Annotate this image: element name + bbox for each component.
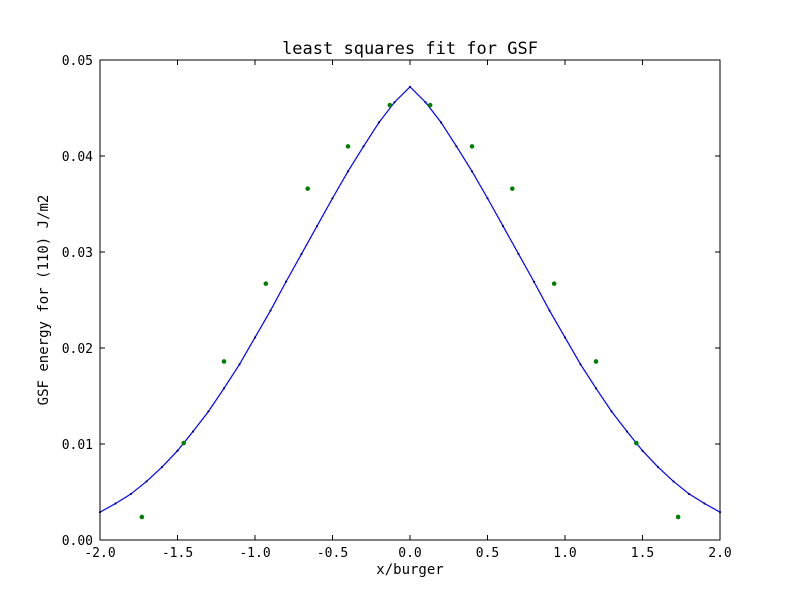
data-point: [675, 514, 681, 520]
fit-curve-point: [393, 101, 396, 104]
fit-curve-point: [176, 449, 179, 452]
fit-curve-point: [346, 170, 350, 173]
plot-marks: [98, 85, 722, 520]
x-tick-label: -2.0: [84, 546, 115, 561]
fit-curve-point: [625, 430, 629, 433]
fit-curve-point: [563, 336, 567, 339]
fit-curve-point: [269, 309, 272, 312]
fit-curve-point: [253, 336, 257, 339]
fit-curve-point: [672, 480, 675, 483]
y-tick-label: 0.01: [62, 438, 93, 453]
fit-curve-point: [331, 197, 334, 200]
fit-curve-point: [501, 224, 505, 228]
fit-curve-point: [455, 145, 458, 148]
fit-curve-line: [99, 86, 721, 513]
fit-curve-point: [424, 101, 427, 104]
x-tick-label: 1.5: [631, 546, 654, 561]
x-axis-label: x/burger: [376, 562, 443, 578]
data-point: [593, 359, 599, 364]
data-point: [345, 144, 351, 149]
x-tick-label: 0.5: [476, 546, 499, 561]
data-point: [551, 281, 557, 286]
fit-curve-point: [160, 465, 164, 469]
fit-curve-point: [594, 387, 598, 390]
data-point: [181, 440, 186, 446]
fit-curve-point: [145, 480, 148, 483]
fit-curve-point: [114, 502, 117, 505]
x-tick-label: 2.0: [708, 546, 731, 561]
data-point: [263, 281, 269, 286]
fit-curve-point: [408, 85, 412, 88]
fit-curve-point: [191, 430, 195, 433]
fit-curve-point: [470, 170, 474, 173]
data-point: [139, 514, 145, 520]
fit-curve-point: [517, 252, 520, 256]
chart-title: least squares fit for GSF: [282, 39, 538, 59]
fit-curve-point: [532, 280, 536, 283]
y-tick-label: 0.04: [62, 150, 93, 165]
x-tick-label: -1.0: [239, 546, 270, 561]
fit-curve-point: [207, 410, 210, 413]
data-point: [510, 186, 515, 191]
data-point: [305, 186, 311, 191]
y-tick-label: 0.05: [62, 54, 93, 69]
x-tick-label: 0.0: [398, 546, 421, 561]
y-axis-label: GSF energy for (110) J/m2: [36, 195, 52, 406]
fit-curve-point: [548, 309, 551, 312]
axis-ticks: -2.0 -1.5 -1.0 -0.5 0.0 0.5 1.0 1.5 2.0 0.00 0.01 0…: [62, 54, 732, 561]
y-tick-label: 0.02: [62, 342, 93, 357]
fit-curve-point: [486, 197, 489, 200]
fit-curve-point: [222, 387, 226, 390]
fit-curve-point: [579, 363, 582, 366]
fit-curve-point: [641, 449, 644, 452]
data-point: [221, 359, 227, 364]
fit-curve-point: [703, 502, 706, 505]
fit-curve-point: [238, 363, 241, 366]
data-point: [427, 102, 433, 108]
fit-curve-point: [377, 121, 381, 124]
fit-curve-point: [687, 492, 691, 496]
fit-curve-point: [284, 280, 288, 283]
fit-curve-point: [300, 252, 303, 256]
x-tick-label: -1.5: [162, 546, 193, 561]
data-point: [387, 102, 393, 108]
y-tick-label: 0.03: [62, 246, 93, 261]
plot-frame: [99, 59, 721, 541]
fit-curve-point: [362, 145, 365, 148]
data-point: [469, 144, 475, 149]
fit-curve-point: [315, 224, 319, 228]
x-tick-label: -0.5: [317, 546, 348, 561]
x-tick-label: 1.0: [553, 546, 576, 561]
fit-curve-point: [656, 465, 660, 469]
data-point: [634, 440, 639, 446]
fit-curve-point: [439, 121, 443, 124]
fit-curve-point: [129, 492, 133, 496]
y-tick-label: 0.00: [62, 534, 93, 549]
fit-curve-point: [610, 410, 613, 413]
